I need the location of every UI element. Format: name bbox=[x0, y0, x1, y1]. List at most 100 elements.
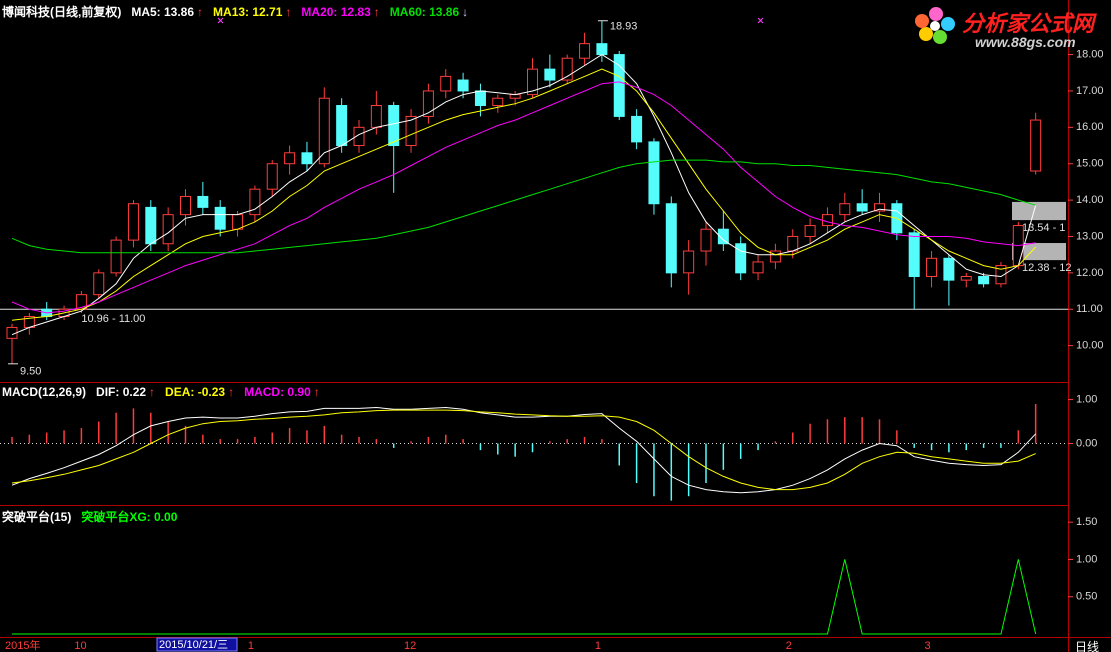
panel-title: 博闻科技(日线,前复权) bbox=[2, 5, 122, 19]
candle-body bbox=[960, 275, 972, 281]
legend-arrow: ↓ bbox=[462, 5, 469, 19]
y-tick-label: 15.00 bbox=[1076, 158, 1104, 170]
panel-title: 突破平台(15) bbox=[2, 510, 72, 524]
panel-title: MACD(12,26,9) bbox=[2, 385, 87, 399]
y-tick-label: 1.00 bbox=[1076, 553, 1097, 565]
cross-marker bbox=[217, 17, 764, 24]
legend-entry: MA5: 13.86 bbox=[131, 5, 195, 19]
candle-body bbox=[995, 265, 1007, 285]
candle-body bbox=[110, 239, 122, 274]
candle-body bbox=[492, 97, 504, 107]
y-tick-label: 10.00 bbox=[1076, 340, 1104, 352]
candle-body bbox=[926, 257, 938, 277]
candle-body bbox=[839, 203, 851, 216]
y-tick-label: 1.50 bbox=[1076, 516, 1097, 528]
y-tick-label: 1.00 bbox=[1076, 393, 1097, 405]
legend: MACD(12,26,9) DIF: 0.22 ↑ DEA: -0.23 ↑ MACD: … bbox=[2, 385, 322, 399]
legend-arrow: ↑ bbox=[285, 5, 292, 19]
legend-entry: MA13: 12.71 bbox=[213, 5, 283, 19]
y-tick-label: 0.50 bbox=[1076, 591, 1097, 603]
y-tick-label: 14.00 bbox=[1076, 194, 1104, 206]
candle-body bbox=[683, 250, 695, 274]
candle-body bbox=[145, 206, 157, 245]
extreme-label: 18.93 bbox=[610, 21, 638, 33]
x-tick-label: 1 bbox=[248, 640, 254, 652]
candle-body bbox=[978, 275, 990, 285]
legend-entry: MA60: 13.86 bbox=[389, 5, 460, 19]
candle-body bbox=[318, 97, 330, 165]
y-tick-label: 11.00 bbox=[1076, 303, 1103, 315]
legend-entry: MACD: 0.90 bbox=[244, 385, 311, 399]
x-tick-label: 12 bbox=[404, 640, 416, 652]
candle-body bbox=[527, 68, 538, 96]
logo-title: 分析家公式网 bbox=[962, 11, 1095, 36]
logo-flower bbox=[915, 7, 955, 44]
candle-body bbox=[214, 206, 226, 230]
y-tick-label: 17.00 bbox=[1076, 85, 1104, 97]
candle-body bbox=[804, 225, 816, 237]
candle-body bbox=[180, 195, 191, 216]
legend: 突破平台(15) 突破平台XG: 0.00 bbox=[2, 508, 179, 525]
x-tick-label: 10 bbox=[74, 640, 86, 652]
candle-body bbox=[544, 68, 556, 81]
candle-body bbox=[336, 105, 348, 147]
legend-arrow: ↑ bbox=[197, 5, 204, 19]
candle-body bbox=[284, 152, 296, 165]
candle-body bbox=[440, 75, 452, 92]
candle-body bbox=[301, 152, 313, 165]
y-tick-label: 13.00 bbox=[1076, 230, 1104, 242]
period-label: 日线 bbox=[1075, 640, 1100, 652]
candle-body bbox=[700, 228, 712, 252]
candle-body bbox=[509, 94, 521, 99]
legend-entry: DIF: 0.22 bbox=[96, 385, 147, 399]
legend-entry: DEA: -0.23 bbox=[165, 385, 226, 399]
x-tick-label: 3 bbox=[925, 640, 931, 652]
candle-body bbox=[787, 235, 799, 252]
candle-body bbox=[266, 163, 278, 190]
candle-body bbox=[353, 126, 365, 147]
candle-body bbox=[908, 232, 920, 277]
candle-body bbox=[405, 115, 417, 147]
candle-body bbox=[197, 195, 209, 208]
cursor-label-box bbox=[156, 637, 238, 652]
candle-body bbox=[631, 115, 643, 143]
candle-body bbox=[769, 250, 781, 263]
candle-body bbox=[93, 272, 105, 296]
candle-body bbox=[874, 203, 885, 212]
cursor-label: 2015/10/21/三 bbox=[159, 639, 228, 651]
legend-arrow: ↑ bbox=[228, 385, 235, 399]
candle-body bbox=[232, 214, 244, 230]
candle-body bbox=[370, 105, 382, 128]
candle-body bbox=[821, 214, 833, 227]
candle-body bbox=[752, 261, 764, 274]
x-tick-label: 1 bbox=[595, 640, 601, 652]
y-tick-label: 0.00 bbox=[1076, 437, 1097, 449]
y-tick-label: 18.00 bbox=[1076, 48, 1104, 60]
price-zone bbox=[1012, 201, 1066, 221]
candle-body bbox=[735, 243, 747, 274]
candle-body bbox=[1030, 119, 1042, 172]
candle-body bbox=[613, 54, 625, 117]
candle-body bbox=[388, 105, 400, 147]
legend-arrow: ↑ bbox=[149, 385, 156, 399]
candle-body bbox=[648, 141, 660, 205]
candle-body bbox=[474, 90, 486, 107]
candle-body bbox=[457, 79, 469, 92]
candle-body bbox=[665, 203, 677, 274]
y-tick-label: 12.00 bbox=[1076, 267, 1104, 279]
legend: 博闻科技(日线,前复权) MA5: 13.86 ↑ MA13: 12.71 ↑ MA20:… bbox=[2, 3, 470, 20]
y-tick-label: 16.00 bbox=[1076, 121, 1104, 133]
candle-body bbox=[127, 203, 139, 241]
ma-line bbox=[11, 159, 1036, 254]
indicator-line bbox=[12, 559, 1037, 635]
legend-entry: 突破平台XG: 0.00 bbox=[81, 510, 178, 524]
x-tick-label: 2015年 bbox=[5, 638, 40, 652]
legend-arrow: ↑ bbox=[313, 385, 320, 399]
legend-arrow: ↑ bbox=[373, 5, 380, 19]
indicator-line bbox=[11, 409, 1036, 491]
ma-line bbox=[11, 68, 1037, 321]
candle-body bbox=[422, 90, 434, 117]
